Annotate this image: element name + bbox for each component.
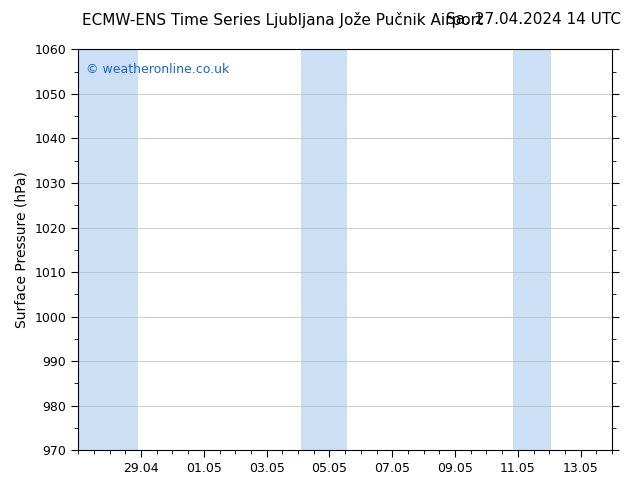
Bar xyxy=(513,49,551,450)
Y-axis label: Surface Pressure (hPa): Surface Pressure (hPa) xyxy=(15,172,29,328)
Text: © weatheronline.co.uk: © weatheronline.co.uk xyxy=(86,63,230,76)
Bar xyxy=(78,49,138,450)
Text: ECMW-ENS Time Series Ljubljana Jože Pučnik Airport: ECMW-ENS Time Series Ljubljana Jože Pučn… xyxy=(82,12,483,28)
Text: Sa. 27.04.2024 14 UTC: Sa. 27.04.2024 14 UTC xyxy=(446,12,621,27)
Bar xyxy=(301,49,347,450)
